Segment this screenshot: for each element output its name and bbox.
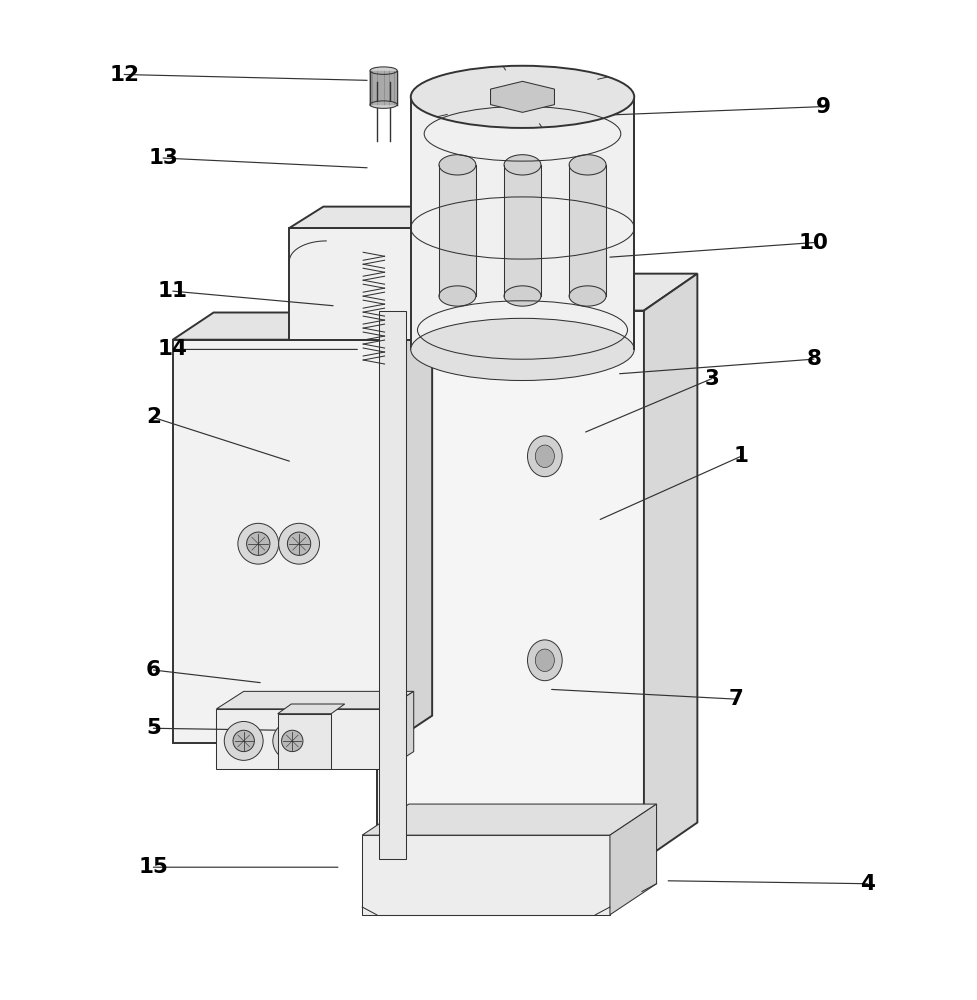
Polygon shape [362,835,610,915]
Polygon shape [217,709,387,769]
Polygon shape [644,274,698,859]
Circle shape [281,730,303,752]
Polygon shape [277,704,345,714]
Ellipse shape [528,436,562,477]
Text: 11: 11 [157,281,188,301]
Text: 15: 15 [139,857,168,877]
Ellipse shape [570,286,606,306]
Polygon shape [504,165,541,296]
Polygon shape [277,714,331,769]
Text: 7: 7 [729,689,743,709]
Text: 9: 9 [816,97,831,117]
Circle shape [237,523,278,564]
Ellipse shape [370,67,398,74]
Text: 6: 6 [146,660,161,680]
Text: 4: 4 [860,874,874,894]
Ellipse shape [439,286,476,306]
Ellipse shape [528,640,562,681]
Circle shape [246,532,270,555]
Ellipse shape [410,318,634,381]
Ellipse shape [504,286,541,306]
Polygon shape [410,97,634,349]
Ellipse shape [370,101,398,108]
Circle shape [278,523,319,564]
Ellipse shape [504,155,541,175]
Ellipse shape [410,66,634,128]
Circle shape [233,730,254,752]
Polygon shape [387,691,413,769]
Text: 1: 1 [734,446,748,466]
Ellipse shape [439,155,476,175]
Text: 5: 5 [146,718,161,738]
Ellipse shape [535,445,554,468]
Text: 12: 12 [109,65,139,85]
Polygon shape [289,207,488,228]
Polygon shape [454,207,488,340]
Circle shape [287,532,311,555]
Text: 8: 8 [806,349,822,369]
Polygon shape [217,691,413,709]
Text: 14: 14 [158,339,188,359]
Polygon shape [570,165,606,296]
Polygon shape [379,311,405,859]
Text: 2: 2 [146,407,161,427]
Polygon shape [392,313,432,743]
Polygon shape [490,81,555,112]
Polygon shape [362,804,657,835]
Text: 3: 3 [704,369,719,389]
Text: 13: 13 [149,148,178,168]
Circle shape [225,721,263,760]
Ellipse shape [570,155,606,175]
Polygon shape [610,804,657,915]
Polygon shape [377,274,698,311]
Polygon shape [173,340,392,743]
Circle shape [273,721,312,760]
Polygon shape [370,71,398,105]
Polygon shape [289,228,454,340]
Text: 10: 10 [799,233,828,253]
Polygon shape [173,313,432,340]
Polygon shape [439,165,476,296]
Ellipse shape [535,649,554,672]
Polygon shape [377,311,644,859]
